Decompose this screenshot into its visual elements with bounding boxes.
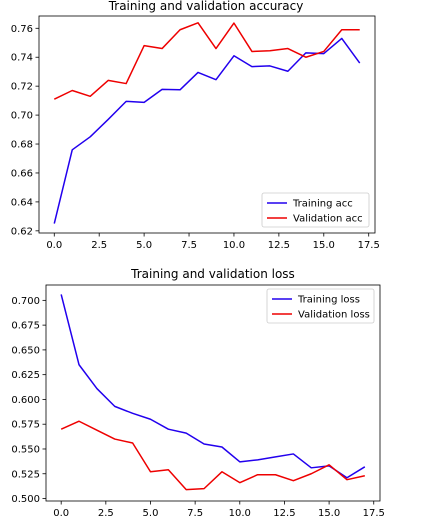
loss-legend: Training loss Validation loss — [266, 288, 375, 324]
accuracy-x-tick-label: 2.5 — [91, 240, 107, 251]
loss-series-lines — [60, 294, 366, 491]
accuracy-y-tick-label: 0.62 — [11, 226, 33, 237]
loss-y-axis: 0.500 0.525 0.550 0.575 0.600 0.625 0.650 0.675… — [11, 296, 46, 505]
accuracy-legend-validation-label: Validation acc — [293, 214, 363, 225]
accuracy-x-tick-label: 10.0 — [223, 240, 245, 251]
accuracy-x-tick-label: 0.0 — [46, 240, 62, 251]
accuracy-y-tick-label: 0.64 — [11, 197, 33, 208]
accuracy-chart-title: Training and validation accuracy — [108, 0, 304, 13]
loss-plot-frame — [45, 284, 381, 502]
loss-legend-box — [266, 288, 375, 324]
accuracy-series-validation-line — [53, 22, 360, 100]
accuracy-y-tick-label: 0.72 — [11, 82, 33, 93]
accuracy-x-tick-label: 17.5 — [358, 240, 380, 251]
loss-series-training-line — [60, 294, 366, 479]
loss-x-tick-label: 5.0 — [143, 508, 159, 518]
accuracy-x-tick-label: 5.0 — [136, 240, 152, 251]
accuracy-x-tick-label: 7.5 — [181, 240, 197, 251]
loss-x-tick-label: 7.5 — [187, 508, 203, 518]
loss-chart-title: Training and validation loss — [130, 267, 295, 281]
accuracy-series-training-line — [53, 37, 361, 224]
accuracy-plot-frame — [38, 15, 376, 234]
accuracy-x-axis: 0.0 2.5 5.0 7.5 10.0 12.5 15.0 17.5 — [46, 233, 380, 251]
loss-series-validation-line — [60, 420, 365, 491]
accuracy-series-lines — [53, 22, 361, 224]
accuracy-y-tick-label: 0.74 — [11, 53, 33, 64]
loss-y-tick-label: 0.625 — [11, 370, 40, 381]
loss-x-tick-label: 0.0 — [53, 508, 69, 518]
loss-y-tick-label: 0.700 — [11, 296, 40, 307]
loss-x-tick-label: 15.0 — [318, 508, 340, 518]
loss-chart: Training and validation loss 0.0 2.5 5.0 7.… — [11, 267, 385, 518]
accuracy-chart: Training and validation accuracy 0.0 2.5 5… — [11, 0, 380, 251]
accuracy-legend: Training acc Validation acc — [261, 192, 370, 228]
accuracy-legend-training-label: Training acc — [292, 199, 353, 210]
loss-x-tick-label: 2.5 — [98, 508, 114, 518]
loss-y-tick-label: 0.575 — [11, 420, 40, 431]
accuracy-y-tick-label: 0.66 — [11, 168, 33, 179]
loss-y-tick-label: 0.675 — [11, 321, 40, 332]
loss-y-tick-label: 0.600 — [11, 395, 40, 406]
loss-y-tick-label: 0.525 — [11, 469, 40, 480]
loss-x-tick-label: 17.5 — [363, 508, 385, 518]
loss-y-tick-label: 0.550 — [11, 444, 40, 455]
accuracy-x-tick-label: 12.5 — [268, 240, 290, 251]
loss-y-tick-label: 0.650 — [11, 345, 40, 356]
loss-legend-validation-label: Validation loss — [298, 310, 370, 321]
loss-y-tick-label: 0.500 — [11, 494, 40, 505]
accuracy-x-tick-label: 15.0 — [313, 240, 335, 251]
accuracy-y-axis: 0.62 0.64 0.66 0.68 0.70 0.72 0.74 0.76 — [11, 24, 39, 237]
loss-x-tick-label: 10.0 — [229, 508, 251, 518]
loss-x-axis: 0.0 2.5 5.0 7.5 10.0 12.5 15.0 17.5 — [53, 501, 385, 518]
accuracy-y-tick-label: 0.76 — [11, 24, 33, 35]
accuracy-y-tick-label: 0.70 — [11, 111, 33, 122]
loss-x-tick-label: 12.5 — [273, 508, 295, 518]
accuracy-legend-box — [261, 192, 370, 228]
accuracy-y-tick-label: 0.68 — [11, 140, 33, 151]
loss-legend-training-label: Training loss — [297, 295, 360, 306]
